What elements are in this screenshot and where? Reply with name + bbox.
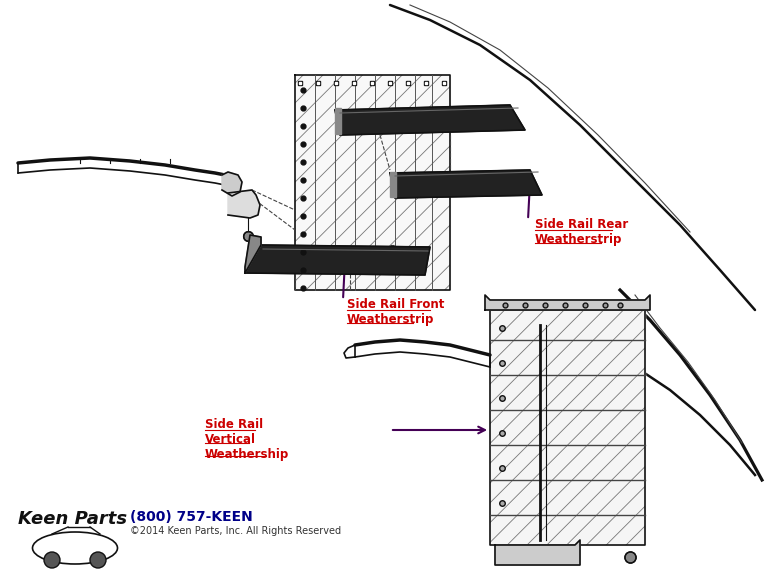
Text: ©2014 Keen Parts, Inc. All Rights Reserved: ©2014 Keen Parts, Inc. All Rights Reserv…: [130, 526, 341, 536]
Polygon shape: [335, 105, 525, 135]
Polygon shape: [485, 295, 650, 310]
Polygon shape: [390, 170, 542, 198]
Polygon shape: [245, 235, 261, 273]
Polygon shape: [490, 310, 645, 545]
Polygon shape: [228, 190, 260, 218]
Circle shape: [90, 552, 106, 568]
Polygon shape: [495, 540, 580, 565]
Text: Side Rail
Vertical
Weathership: Side Rail Vertical Weathership: [205, 418, 290, 461]
Polygon shape: [295, 75, 450, 290]
Polygon shape: [245, 245, 430, 275]
Text: Side Rail Rear
Weatherstrip: Side Rail Rear Weatherstrip: [535, 218, 628, 246]
Polygon shape: [335, 108, 341, 134]
Polygon shape: [390, 172, 396, 197]
Ellipse shape: [32, 532, 118, 564]
Circle shape: [44, 552, 60, 568]
Text: (800) 757-KEEN: (800) 757-KEEN: [130, 510, 253, 524]
Text: Side Rail Front
Weatherstrip: Side Rail Front Weatherstrip: [347, 298, 444, 326]
Polygon shape: [222, 172, 242, 196]
Text: Keen Parts: Keen Parts: [18, 510, 127, 528]
